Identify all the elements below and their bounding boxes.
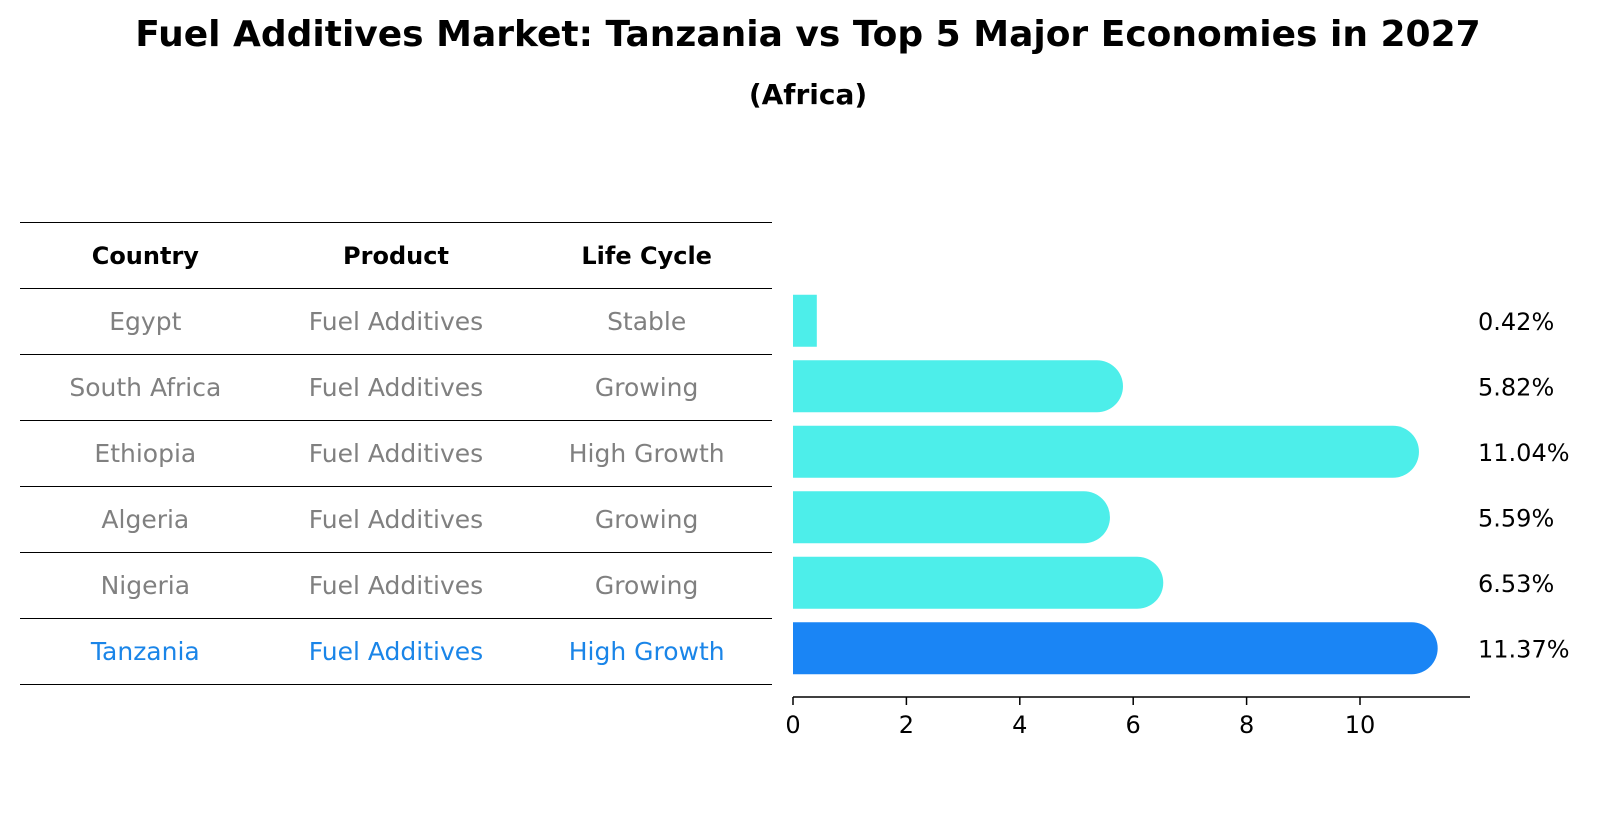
value-label-egypt: 0.42% [1478,308,1554,336]
value-label-tanzania: 11.37% [1478,635,1570,663]
cell-product: Fuel Additives [270,486,522,553]
cell-life-cycle: Stable [521,288,772,355]
cell-life-cycle: Growing [521,354,772,421]
cell-product: Fuel Additives [270,354,522,421]
bar-ethiopia [793,425,1419,478]
x-tick-label-8: 8 [1239,711,1254,739]
cell-country: Ethiopia [20,420,271,487]
cell-product: Fuel Additives [270,288,522,355]
cell-product: Fuel Additives [270,618,522,685]
bar-algeria [793,491,1110,544]
cell-life-cycle: High Growth [521,618,772,685]
cell-life-cycle: Growing [521,486,772,553]
cell-life-cycle: High Growth [521,420,772,487]
table-row-highlight: Tanzania Fuel Additives High Growth [20,618,772,685]
table-row: Nigeria Fuel Additives Growing [20,552,772,619]
bar-nigeria [793,556,1164,609]
cell-country: Tanzania [20,618,271,685]
value-label-ethiopia: 11.04% [1478,439,1570,467]
cell-country: Algeria [20,486,271,553]
x-tick-label-0: 0 [785,711,800,739]
x-tick-label-4: 4 [1012,711,1027,739]
cell-country: Nigeria [20,552,271,619]
column-header-life-cycle: Life Cycle [521,222,772,289]
column-header-country: Country [20,222,271,289]
table-header-row: Country Product Life Cycle [20,222,772,289]
cell-product: Fuel Additives [270,420,522,487]
bar-egypt [793,294,817,347]
x-tick-label-6: 6 [1126,711,1141,739]
cell-life-cycle: Growing [521,552,772,619]
x-tick-label-10: 10 [1345,711,1376,739]
bar-tanzania [793,622,1438,675]
value-label-nigeria: 6.53% [1478,570,1554,598]
cell-country: Egypt [20,288,271,355]
country-table: Country Product Life Cycle Egypt Fuel Ad… [20,222,772,685]
x-tick-label-2: 2 [899,711,914,739]
cell-country: South Africa [20,354,271,421]
table-row: South Africa Fuel Additives Growing [20,354,772,421]
cell-product: Fuel Additives [270,552,522,619]
value-label-south-africa: 5.82% [1478,373,1554,401]
bar-south-africa [793,360,1123,413]
table-row: Algeria Fuel Additives Growing [20,486,772,553]
value-label-algeria: 5.59% [1478,504,1554,532]
column-header-product: Product [270,222,522,289]
table-row: Egypt Fuel Additives Stable [20,288,772,355]
chart-title: Fuel Additives Market: Tanzania vs Top 5… [135,14,1481,55]
chart-subtitle: (Africa) [748,78,868,111]
table-row: Ethiopia Fuel Additives High Growth [20,420,772,487]
